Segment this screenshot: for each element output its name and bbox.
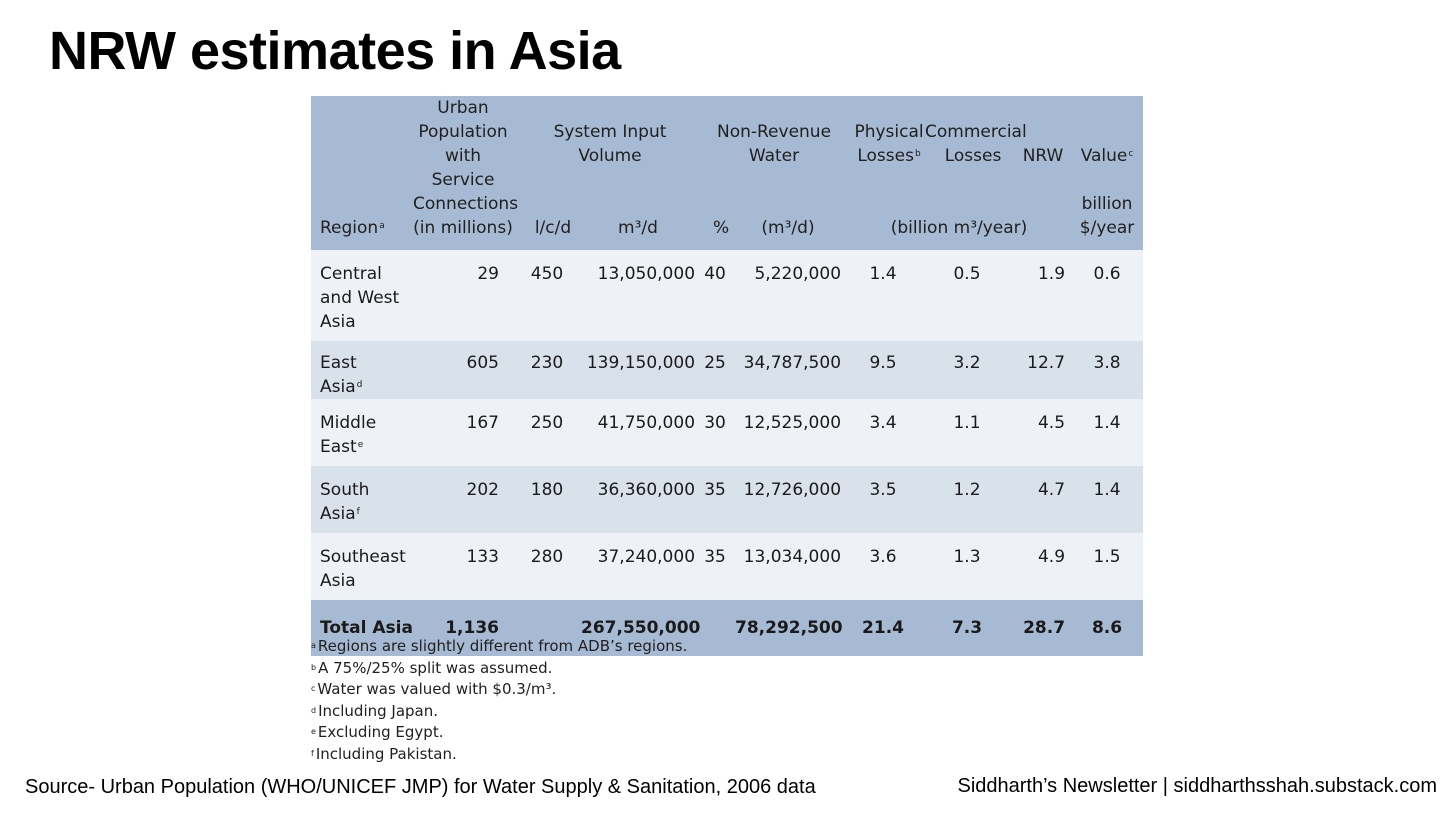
header-commercial-losses: Commercial Losses	[925, 122, 1027, 166]
row-value: 0.6	[1093, 264, 1121, 284]
row-pct: 25	[704, 353, 726, 373]
total-nrw-m3d: 78,292,500	[735, 618, 843, 638]
table-row: Middle Easte 167 250 41,750,000 30 12,52…	[311, 399, 1144, 466]
row-pop: 133	[466, 547, 499, 567]
row-pop: 167	[466, 413, 499, 433]
header-non-revenue-water: Non-Revenue Water % (m³/d)	[701, 96, 847, 250]
row-lcd: 230	[530, 353, 564, 373]
header-m3d-paren: (m³/d)	[761, 218, 815, 238]
row-value: 3.8	[1093, 353, 1121, 373]
header-physical-losses: Physical Lossesb	[854, 122, 924, 166]
row-lcd: 450	[530, 264, 564, 284]
total-nrw: 28.7	[1023, 618, 1066, 638]
row-nrw-m3d: 12,726,000	[743, 480, 842, 500]
newsletter-credit: Siddharth’s Newsletter | siddharthsshah.…	[957, 775, 1437, 797]
row-region: East Asiad	[320, 353, 363, 397]
total-row: Total Asia 1,136 267,550,000 78,292,500 …	[311, 600, 1144, 656]
table-row: South Asiaf 202 180 36,360,000 35 12,726…	[311, 466, 1144, 533]
row-lcd: 180	[530, 480, 564, 500]
header-pct: %	[712, 218, 730, 238]
row-commercial: 3.2	[953, 353, 981, 373]
footnotes: a Regions are slightly different from ADB…	[311, 636, 687, 765]
total-region: Total Asia	[320, 618, 413, 638]
row-volume: 36,360,000	[597, 480, 696, 500]
source-note: Source- Urban Population (WHO/UNICEF JMP…	[25, 776, 816, 798]
footnote: c Water was valued with $0.3/m³.	[311, 680, 557, 698]
row-nrw: 4.7	[1037, 480, 1066, 500]
row-value: 1.4	[1093, 480, 1121, 500]
row-nrw: 4.9	[1037, 547, 1066, 567]
row-lcd: 280	[530, 547, 564, 567]
row-pop: 202	[466, 480, 499, 500]
row-pop: 29	[477, 264, 499, 284]
footnote: a Regions are slightly different from ADB…	[311, 637, 688, 655]
row-pct: 35	[704, 547, 726, 567]
row-physical: 1.4	[869, 264, 897, 284]
header-billion-unit: (billion m³/year)	[890, 218, 1028, 238]
row-region: South Asiaf	[320, 480, 370, 524]
row-nrw-m3d: 12,525,000	[743, 413, 842, 433]
slide-title: NRW estimates in Asia	[49, 21, 621, 81]
header-system-input-volume: System Input Volume l/c/d m³/d	[519, 96, 701, 250]
header-region: Regiona	[320, 218, 385, 238]
row-pct: 40	[704, 264, 726, 284]
row-volume: 37,240,000	[597, 547, 696, 567]
row-value: 1.4	[1093, 413, 1121, 433]
row-nrw: 1.9	[1037, 264, 1066, 284]
row-nrw-m3d: 5,220,000	[754, 264, 842, 284]
row-volume: 41,750,000	[597, 413, 696, 433]
nrw-table-container: Regiona Urban Population with Service Co…	[311, 96, 1144, 656]
row-nrw: 4.5	[1037, 413, 1066, 433]
row-commercial: 1.2	[953, 480, 981, 500]
total-physical: 21.4	[862, 618, 904, 638]
total-pop: 1,136	[445, 618, 499, 638]
row-pct: 30	[704, 413, 726, 433]
row-region: Southeast Asia	[320, 547, 406, 591]
table-header: Regiona Urban Population with Service Co…	[311, 96, 1144, 250]
header-non-revenue-label: Non-Revenue Water	[716, 122, 832, 166]
header-nrw: NRW	[1022, 146, 1064, 166]
header-system-input-label: System Input Volume	[553, 122, 667, 166]
table-body: Central and West Asia 29 450 13,050,000 …	[311, 250, 1144, 656]
row-commercial: 1.3	[953, 547, 981, 567]
footnote: e Excluding Egypt.	[311, 723, 444, 741]
row-nrw: 12.7	[1027, 353, 1066, 373]
row-pop: 605	[466, 353, 499, 373]
row-volume: 139,150,000	[586, 353, 696, 373]
row-volume: 13,050,000	[597, 264, 696, 284]
header-lcd: l/c/d	[534, 218, 572, 238]
table-row: East Asiad 605 230 139,150,000 25 34,787…	[311, 341, 1144, 399]
row-nrw-m3d: 34,787,500	[743, 353, 842, 373]
footnote: f Including Pakistan.	[311, 744, 457, 763]
total-value: 8.6	[1091, 618, 1123, 638]
header-row: Regiona Urban Population with Service Co…	[311, 96, 1144, 250]
row-commercial: 1.1	[953, 413, 981, 433]
total-pct-empty	[701, 600, 729, 656]
header-urban-population: Urban Population with Service Connection…	[413, 98, 519, 238]
row-region: Middle Easte	[320, 413, 377, 457]
header-value: Valuec billion $/year	[1071, 96, 1143, 250]
row-value: 1.5	[1093, 547, 1121, 567]
table-row: Central and West Asia 29 450 13,050,000 …	[311, 250, 1144, 341]
row-pct: 35	[704, 480, 726, 500]
header-value-unit: billion $/year	[1079, 194, 1135, 238]
row-physical: 3.6	[869, 547, 897, 567]
total-volume: 267,550,000	[581, 618, 701, 638]
header-m3d: m³/d	[618, 218, 658, 238]
row-nrw-m3d: 13,034,000	[743, 547, 842, 567]
footnote: d Including Japan.	[311, 701, 439, 720]
row-region: Central and West Asia	[320, 264, 400, 332]
table-row: Southeast Asia 133 280 37,240,000 35 13,…	[311, 533, 1144, 600]
nrw-table: Regiona Urban Population with Service Co…	[311, 96, 1144, 656]
row-commercial: 0.5	[953, 264, 981, 284]
row-lcd: 250	[530, 413, 564, 433]
header-losses-group: Physical Lossesb Commercial Losses NRW (…	[847, 96, 1071, 250]
row-physical: 3.4	[869, 413, 897, 433]
row-physical: 9.5	[869, 353, 897, 373]
total-commercial: 7.3	[951, 618, 983, 638]
row-physical: 3.5	[869, 480, 897, 500]
